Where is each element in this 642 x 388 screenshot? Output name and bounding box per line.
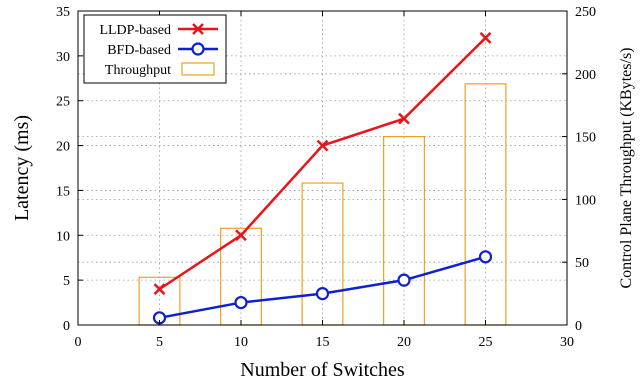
y2-tick-label: 100: [575, 193, 596, 208]
axis-ticks: 0 5 10 15 20 25 300510152025303505010015020025…: [56, 5, 596, 350]
y-tick-label: 35: [56, 5, 70, 20]
bfd-based-point: [478, 250, 493, 264]
x-tick-label: 15: [316, 335, 330, 350]
bfd-based-point: [315, 287, 330, 301]
y2-tick-label: 150: [575, 131, 596, 146]
y2-tick-label: 50: [575, 256, 589, 271]
latency-lines: [152, 32, 493, 325]
x-marker-stroke: [153, 283, 166, 295]
lldp-based-point: [398, 112, 410, 125]
x-marker-stroke: [235, 229, 247, 242]
legend-label-bfd-based: BFD-based: [107, 43, 171, 58]
y-tick-label: 25: [56, 95, 70, 110]
legend-swatch-throughput: [181, 62, 215, 76]
y-tick-label: 15: [56, 184, 70, 199]
x-tick-label: 0: [75, 335, 82, 350]
lldp-based-point: [316, 139, 329, 152]
x-marker-stroke: [479, 32, 492, 44]
y-tick-label: 5: [63, 274, 70, 289]
y2-axis-title: Control Plane Throughput (KBytes/s): [618, 47, 635, 288]
y-tick-label: 10: [56, 229, 70, 244]
legend-label-throughput: Throughput: [105, 63, 171, 78]
x-marker-stroke: [398, 112, 410, 125]
x-tick-label: 10: [234, 335, 248, 350]
legend-marker-bfd-based: [191, 42, 205, 56]
x-marker-stroke: [316, 139, 329, 152]
x-tick-label: 25: [479, 335, 493, 350]
x-tick-label: 30: [560, 335, 574, 350]
bfd-based-point: [234, 295, 248, 310]
legend-label-lldp-based: LLDP-based: [99, 23, 171, 38]
x-tick-label: 5: [156, 335, 163, 350]
lldp-based-point: [235, 229, 247, 242]
y2-tick-label: 200: [575, 68, 596, 83]
y-tick-label: 0: [63, 319, 70, 334]
x-tick-label: 20: [397, 335, 411, 350]
y-axis-title: Latency (ms): [11, 115, 33, 221]
y2-tick-label: 0: [575, 319, 582, 334]
y-tick-label: 30: [56, 50, 70, 65]
lldp-based-point: [479, 32, 492, 44]
lldp-based-point: [153, 283, 166, 295]
legend: LLDP-based BFD-based Throughput: [83, 14, 227, 84]
bfd-based-point: [397, 273, 411, 287]
legend-marker-lldp-based: [192, 23, 204, 35]
x-axis-title: Number of Switches: [240, 359, 405, 381]
y-tick-label: 20: [56, 140, 70, 155]
y2-tick-label: 250: [575, 5, 596, 20]
